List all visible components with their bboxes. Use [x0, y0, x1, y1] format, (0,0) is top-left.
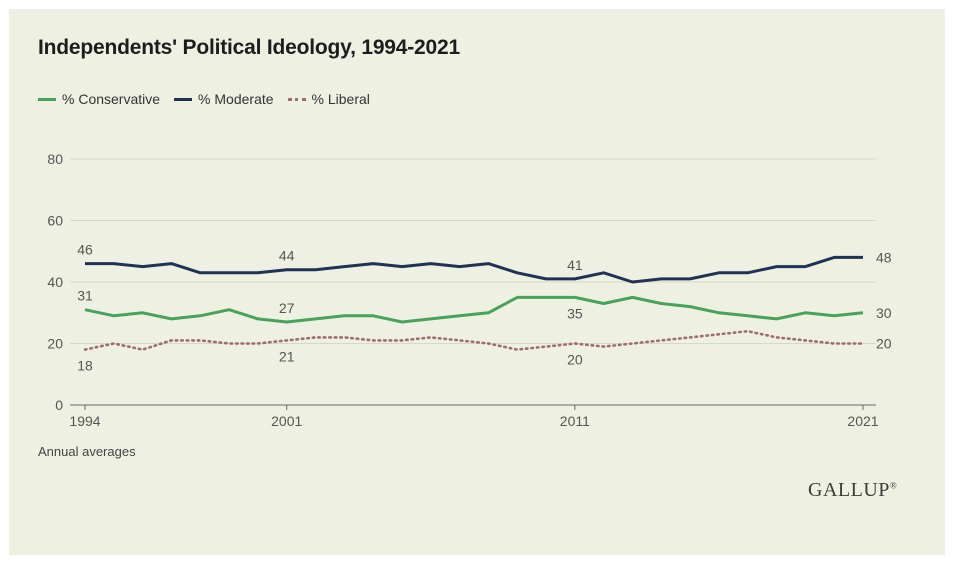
legend-item-conservative: % Conservative — [38, 91, 160, 107]
y-tick-label-0: 0 — [55, 397, 63, 413]
y-tick-label-40: 40 — [47, 274, 63, 290]
x-tick-label-2021: 2021 — [847, 413, 878, 429]
y-tick-label-20: 20 — [47, 336, 63, 352]
data-label-liberal-2011: 20 — [567, 352, 583, 368]
data-label-conservative-2021: 30 — [876, 305, 892, 321]
footnote: Annual averages — [38, 444, 136, 459]
legend-swatch-moderate — [174, 97, 193, 101]
gallup-logo-registered-mark: ® — [889, 480, 898, 491]
gallup-logo: GALLUP® — [808, 479, 897, 502]
data-label-liberal-2001: 21 — [279, 348, 295, 364]
y-tick-label-80: 80 — [47, 151, 63, 167]
series-line-moderate — [85, 255, 863, 284]
legend-label-moderate: % Moderate — [198, 91, 274, 107]
data-label-conservative-2011: 35 — [567, 305, 583, 321]
data-label-moderate-2021: 48 — [876, 249, 892, 265]
data-label-moderate-2001: 44 — [279, 248, 295, 264]
legend-label-conservative: % Conservative — [62, 91, 161, 107]
data-label-liberal-2021: 20 — [876, 336, 892, 352]
x-tick-label-1994: 1994 — [69, 413, 100, 429]
data-label-moderate-1994: 46 — [77, 242, 93, 258]
y-tick-label-60: 60 — [47, 213, 63, 229]
chart-title: Independents' Political Ideology, 1994-2… — [38, 36, 460, 59]
gallup-logo-text: GALLUP — [808, 479, 890, 501]
x-tick-label-2011: 2011 — [560, 413, 590, 429]
x-tick-label-2001: 2001 — [271, 413, 302, 429]
legend-item-moderate: % Moderate — [174, 91, 274, 107]
series-line-conservative — [84, 295, 864, 324]
data-label-conservative-1994: 31 — [77, 288, 93, 304]
data-label-conservative-2001: 27 — [279, 300, 295, 316]
legend-swatch-liberal — [287, 97, 306, 101]
series-line-liberal — [83, 329, 865, 351]
legend: % Conservative % Moderate % Liberal — [38, 91, 384, 107]
legend-item-liberal: % Liberal — [287, 91, 370, 107]
legend-label-liberal: % Liberal — [311, 91, 370, 107]
data-label-liberal-1994: 18 — [77, 358, 93, 374]
data-label-moderate-2011: 41 — [567, 257, 583, 273]
legend-swatch-conservative — [38, 97, 56, 101]
